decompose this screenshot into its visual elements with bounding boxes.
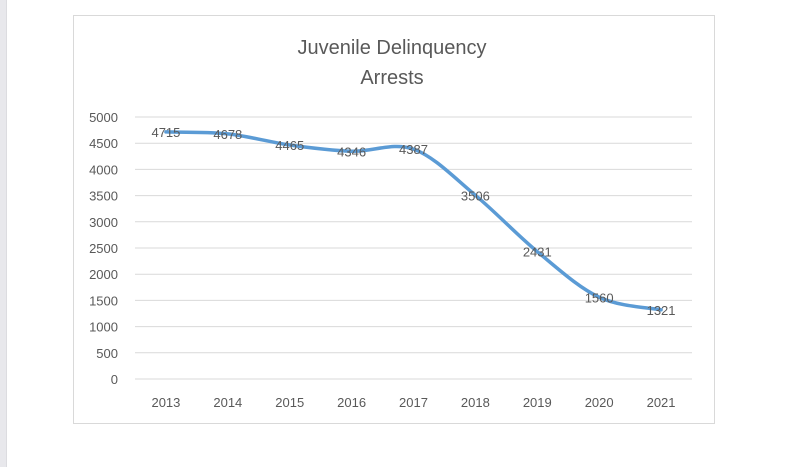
y-tick-label: 0 (111, 372, 118, 387)
y-tick-label: 2000 (89, 267, 118, 282)
x-tick-label: 2013 (151, 395, 180, 410)
x-tick-label: 2020 (585, 395, 614, 410)
data-label: 4346 (337, 144, 366, 159)
data-label: 2431 (523, 245, 552, 260)
data-label: 4715 (151, 125, 180, 140)
x-tick-label: 2015 (275, 395, 304, 410)
y-tick-label: 1500 (89, 293, 118, 308)
x-tick-label: 2016 (337, 395, 366, 410)
data-label: 3506 (461, 188, 490, 203)
data-label: 1321 (647, 303, 676, 318)
data-label: 4387 (399, 142, 428, 157)
y-tick-label: 4000 (89, 162, 118, 177)
window-edge (0, 0, 7, 467)
y-tick-label: 3500 (89, 189, 118, 204)
y-tick-label: 1000 (89, 320, 118, 335)
y-tick-label: 4500 (89, 136, 118, 151)
x-tick-label: 2017 (399, 395, 428, 410)
x-tick-label: 2014 (213, 395, 242, 410)
series-line (164, 130, 663, 312)
y-tick-label: 3000 (89, 215, 118, 230)
y-tick-label: 2500 (89, 241, 118, 256)
data-label: 4678 (213, 127, 242, 142)
x-tick-label: 2021 (647, 395, 676, 410)
chart-title-line-2: Arrests (360, 67, 423, 89)
x-tick-label: 2019 (523, 395, 552, 410)
data-label: 4465 (275, 138, 304, 153)
y-tick-label: 500 (96, 346, 118, 361)
chart-frame (73, 15, 715, 424)
chart-title-line-1: Juvenile Delinquency (297, 37, 486, 59)
x-tick-label: 2018 (461, 395, 490, 410)
data-label: 1560 (585, 290, 614, 305)
y-tick-label: 5000 (89, 110, 118, 125)
